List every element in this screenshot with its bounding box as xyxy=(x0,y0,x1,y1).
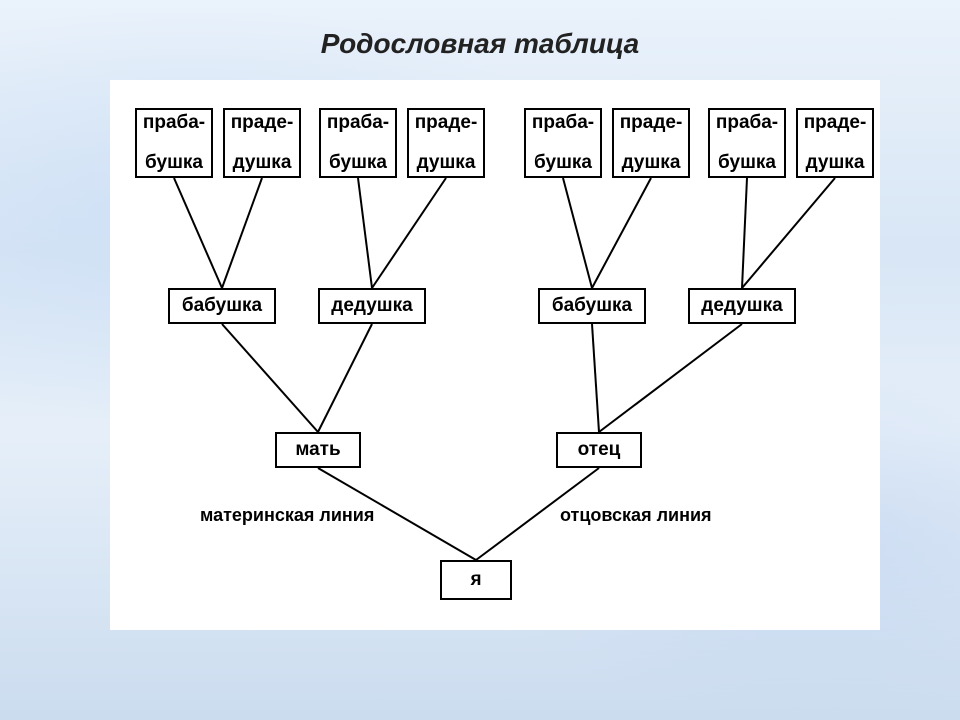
tree-edge xyxy=(222,178,262,288)
lineage-label-0: материнская линия xyxy=(200,505,374,526)
tree-edge xyxy=(742,178,747,288)
tree-node-gp3: бабушка xyxy=(538,288,646,324)
tree-node-me: я xyxy=(440,560,512,600)
tree-node-label: отец xyxy=(578,440,621,460)
tree-node-p2: отец xyxy=(556,432,642,468)
tree-edge xyxy=(742,178,835,288)
tree-node-gp2: дедушка xyxy=(318,288,426,324)
tree-node-gp1: бабушка xyxy=(168,288,276,324)
tree-node-label: праба- xyxy=(716,113,778,133)
tree-node-label: я xyxy=(470,570,481,590)
tree-node-label: праде- xyxy=(804,113,867,133)
tree-node-label: бабушка xyxy=(552,296,632,316)
tree-node-gg4: праде-душка xyxy=(407,108,485,178)
tree-node-label: мать xyxy=(295,440,340,460)
tree-node-label: бушка xyxy=(329,153,387,173)
tree-node-label: бушка xyxy=(718,153,776,173)
tree-node-label: праде- xyxy=(415,113,478,133)
tree-edge xyxy=(599,324,742,432)
tree-node-gg3: праба-бушка xyxy=(319,108,397,178)
tree-node-label: бушка xyxy=(534,153,592,173)
tree-node-label: праба- xyxy=(143,113,205,133)
tree-edge xyxy=(174,178,222,288)
tree-edge xyxy=(222,324,318,432)
tree-node-gg5: праба-бушка xyxy=(524,108,602,178)
tree-node-label: праде- xyxy=(620,113,683,133)
tree-edge xyxy=(592,324,599,432)
tree-node-p1: мать xyxy=(275,432,361,468)
tree-edge xyxy=(563,178,592,288)
tree-node-label: праде- xyxy=(231,113,294,133)
tree-node-label: душка xyxy=(417,153,476,173)
tree-node-label: праба- xyxy=(327,113,389,133)
tree-edge xyxy=(372,178,446,288)
tree-node-gg2: праде-душка xyxy=(223,108,301,178)
tree-node-gg7: праба-бушка xyxy=(708,108,786,178)
lineage-label-1: отцовская линия xyxy=(560,505,712,526)
tree-edge xyxy=(592,178,651,288)
tree-node-gp4: дедушка xyxy=(688,288,796,324)
tree-node-gg1: праба-бушка xyxy=(135,108,213,178)
tree-node-gg6: праде-душка xyxy=(612,108,690,178)
tree-node-label: праба- xyxy=(532,113,594,133)
tree-edge xyxy=(318,324,372,432)
tree-node-label: бушка xyxy=(145,153,203,173)
tree-node-label: душка xyxy=(233,153,292,173)
tree-edge xyxy=(358,178,372,288)
tree-node-label: дедушка xyxy=(701,296,782,316)
tree-node-label: дедушка xyxy=(331,296,412,316)
tree-node-gg8: праде-душка xyxy=(796,108,874,178)
tree-node-label: душка xyxy=(806,153,865,173)
tree-node-label: бабушка xyxy=(182,296,262,316)
tree-node-label: душка xyxy=(622,153,681,173)
